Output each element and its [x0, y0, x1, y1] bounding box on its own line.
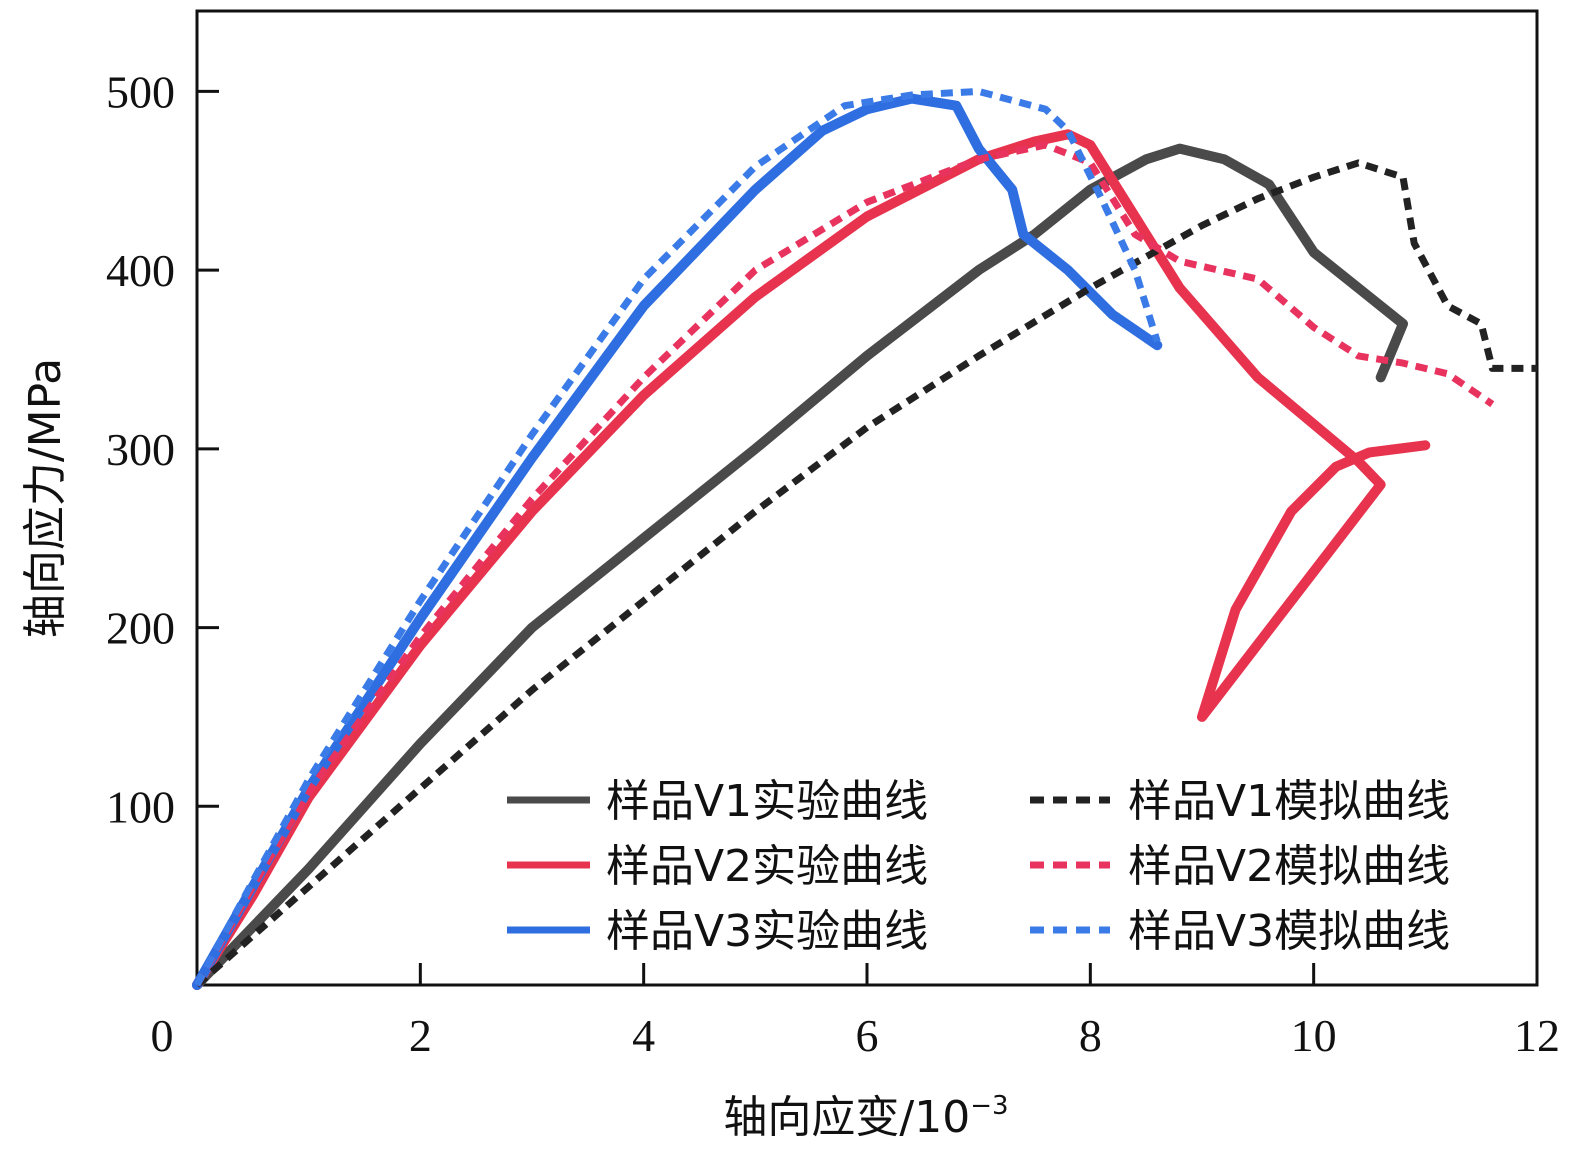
x-axis-title: 轴向应变/10−3	[723, 1091, 1008, 1143]
x-tick-label-8: 8	[1079, 1010, 1102, 1061]
y-axis-title: 轴向应力/MPa	[20, 358, 71, 638]
x-tick-label-0: 0	[151, 1010, 174, 1061]
y-tick-label-200: 200	[106, 603, 175, 654]
tick-labels: 0 2 4 6 8 10 12 100 200 300 400 500	[106, 66, 1560, 1061]
legend: 样品V1实验曲线 样品V2实验曲线 样品V3实验曲线 样品V1模拟曲线 样品V2…	[507, 776, 1450, 957]
plot-frame	[195, 9, 1539, 987]
x-tick-label-4: 4	[632, 1010, 655, 1061]
series-line-v3-exp	[192, 93, 1163, 990]
legend-label-v3-exp: 样品V3实验曲线	[606, 906, 928, 957]
legend-label-v3-sim: 样品V3模拟曲线	[1128, 906, 1450, 957]
x-axis-title-sup: −3	[970, 1091, 1008, 1121]
y-tick-label-100: 100	[106, 781, 175, 832]
legend-label-v2-sim: 样品V2模拟曲线	[1128, 841, 1450, 892]
x-tick-label-6: 6	[856, 1010, 879, 1061]
series-line-v2-exp	[192, 129, 1431, 990]
y-tick-label-400: 400	[106, 245, 175, 296]
y-tick-label-500: 500	[106, 66, 175, 117]
x-tick-label-10: 10	[1291, 1010, 1337, 1061]
x-axis-title-main: 轴向应变/10	[723, 1092, 970, 1143]
series-line-v2-sim	[193, 141, 1495, 987]
series-line-v1-sim	[194, 159, 1537, 988]
series-layer	[192, 87, 1537, 990]
series-line-v3-sim	[193, 87, 1161, 987]
axis-ticks	[197, 89, 1316, 985]
x-tick-label-12: 12	[1514, 1010, 1560, 1061]
legend-label-v2-exp: 样品V2实验曲线	[606, 841, 928, 892]
legend-label-v1-sim: 样品V1模拟曲线	[1128, 776, 1450, 827]
legend-label-v1-exp: 样品V1实验曲线	[606, 776, 928, 827]
series-line-v1-exp	[192, 143, 1408, 990]
y-tick-label-300: 300	[106, 424, 175, 475]
x-tick-label-2: 2	[409, 1010, 432, 1061]
